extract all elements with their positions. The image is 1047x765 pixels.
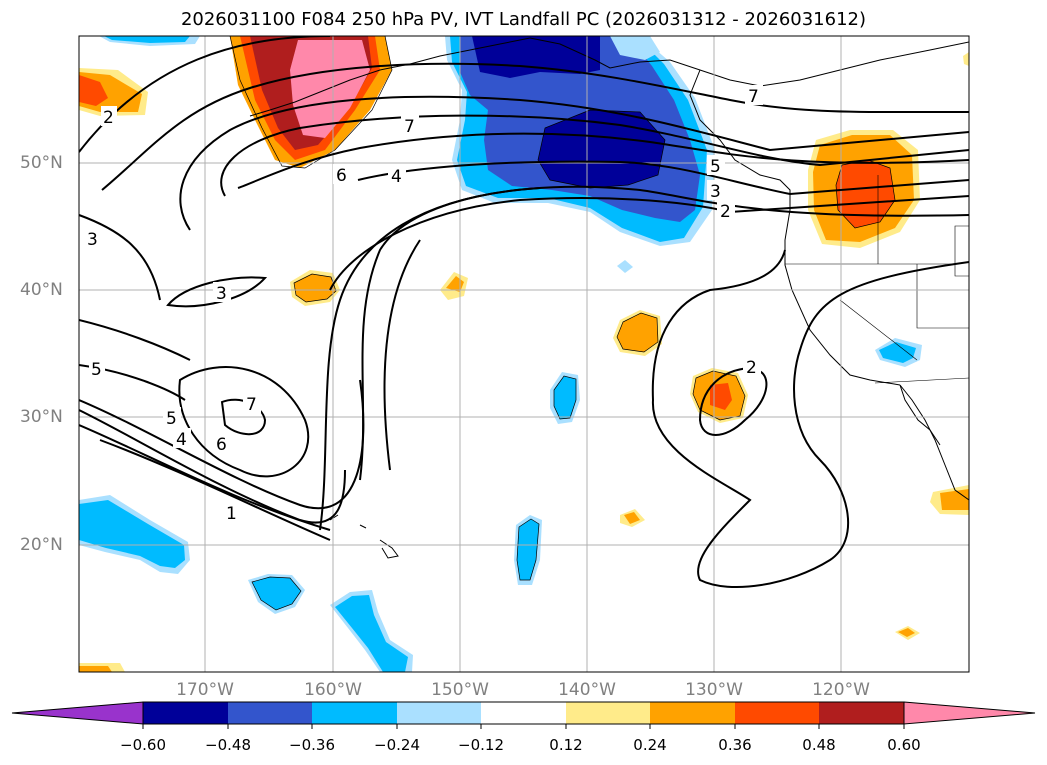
contour-label-5-west: 5 — [166, 409, 177, 429]
map-frame — [78, 35, 970, 673]
colorbar-tick-label: −0.60 — [120, 736, 166, 754]
colorbar-tick-label: −0.12 — [458, 736, 504, 754]
colorbar-bin — [566, 702, 650, 724]
colorbar-extend-low — [11, 701, 144, 725]
lon-label: 160°W — [304, 680, 362, 700]
contour-label-4-north: 4 — [391, 167, 402, 187]
colorbar-bin — [397, 702, 481, 724]
lat-label: 30°N — [20, 407, 63, 427]
colorbar-extend-high — [903, 701, 1036, 725]
contour-label-5-east: 5 — [710, 157, 721, 177]
contour-label-6-west: 6 — [216, 435, 227, 455]
colorbar-frame — [142, 701, 905, 725]
colorbar-bin — [735, 702, 819, 724]
borders — [785, 175, 969, 384]
colorbar-tick-label: 0.60 — [887, 736, 921, 754]
contours — [79, 36, 969, 589]
contour-label-2-east: 2 — [720, 202, 731, 222]
colorbar-tick-label: 0.24 — [633, 736, 667, 754]
lon-label: 140°W — [558, 680, 616, 700]
colorbar-tick-label: −0.36 — [289, 736, 335, 754]
colorbar-bin — [650, 702, 735, 724]
colorbar-bin — [819, 702, 904, 724]
colorbar-bin — [312, 702, 397, 724]
colorbar-bin — [481, 702, 566, 724]
colorbar-tick-label: −0.24 — [374, 736, 420, 754]
contour-label-7-west: 7 — [246, 395, 257, 415]
contour-label-7-east: 7 — [748, 87, 759, 107]
contour-label-6-north: 6 — [336, 166, 347, 186]
colorbar-bin — [228, 702, 312, 724]
colorbar-tick-label: 0.12 — [549, 736, 583, 754]
colorbar-tick-label: −0.48 — [205, 736, 251, 754]
lon-label: 170°W — [176, 680, 234, 700]
contour-label-5-far-west: 5 — [91, 360, 102, 380]
contour-labels: 7 6 4 7 5 3 2 2 7 6 5 4 1 3 — [85, 85, 763, 524]
lon-label: 130°W — [685, 680, 743, 700]
lon-label: 150°W — [431, 680, 489, 700]
contour-label-3-far-west: 3 — [87, 230, 98, 250]
chart-title: 2026031100 F084 250 hPa PV, IVT Landfall… — [180, 9, 867, 30]
contour-label-4-west: 4 — [176, 430, 187, 450]
lon-label: 120°W — [812, 680, 870, 700]
lat-label: 20°N — [20, 535, 63, 555]
contour-label-2-far-west: 2 — [103, 108, 114, 128]
lat-label: 40°N — [20, 280, 63, 300]
colorbar-tick-label: 0.36 — [718, 736, 752, 754]
lat-label: 50°N — [20, 153, 63, 173]
shading-outlines — [229, 36, 896, 611]
colorbar — [11, 701, 1036, 729]
contour-label-1-west: 1 — [226, 504, 237, 524]
contour-label-3-east: 3 — [710, 182, 721, 202]
contour-label-7-north: 7 — [404, 117, 415, 137]
colorbar-tick-label: 0.48 — [802, 736, 836, 754]
contour-label-3-west: 3 — [216, 284, 227, 304]
contour-label-2-south: 2 — [746, 358, 757, 378]
colorbar-bin — [143, 702, 228, 724]
